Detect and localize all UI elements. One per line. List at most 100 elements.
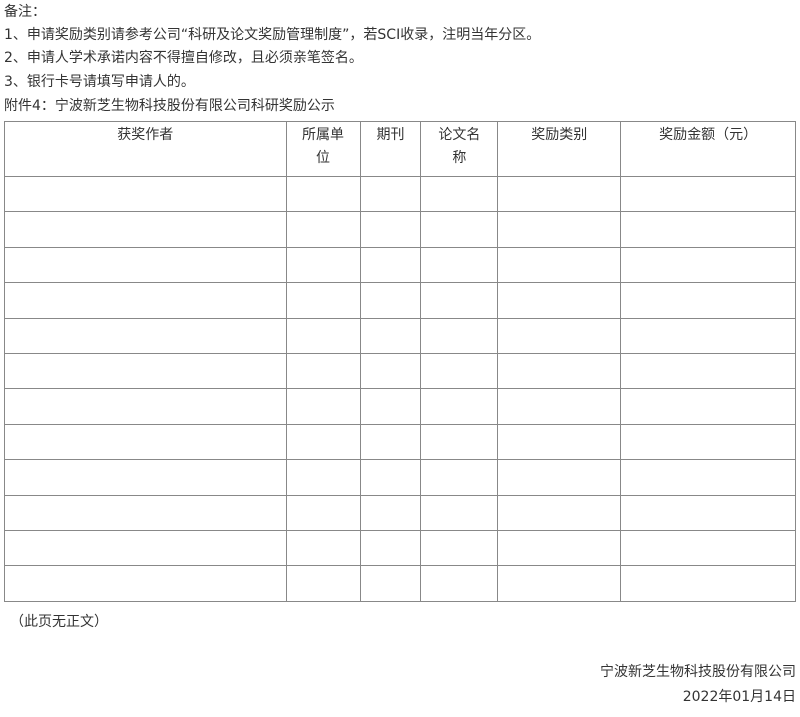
table-cell [420, 317, 499, 354]
table-cell [497, 352, 622, 390]
table-cell [620, 211, 796, 248]
table-row [4, 529, 796, 567]
table-cell [420, 388, 499, 425]
table-cell [620, 565, 796, 602]
table-row [4, 211, 796, 248]
no-text-note: （此页无正文） [10, 614, 108, 630]
table-cell [4, 352, 287, 390]
table-cell [620, 317, 796, 354]
attachment-title: 附件4：宁波新芝生物科技股份有限公司科研奖励公示 [4, 98, 335, 114]
table-cell [359, 352, 422, 390]
table-cell [285, 423, 361, 461]
table-cell [420, 565, 499, 602]
table-cell [420, 211, 499, 248]
note-item: 3、银行卡号请填写申请人的。 [4, 74, 195, 90]
table-cell [620, 282, 796, 319]
table-cell [497, 211, 622, 248]
table-cell [285, 317, 361, 354]
table-cell [4, 529, 287, 567]
table-row [4, 317, 796, 354]
table-cell [497, 388, 622, 425]
header-award-amount: 奖励金额（元） [620, 121, 796, 177]
table-row [4, 282, 796, 319]
table-cell [4, 565, 287, 602]
table-cell [359, 565, 422, 602]
table-row [4, 494, 796, 531]
table-cell [4, 282, 287, 319]
table-cell [285, 494, 361, 531]
header-journal: 期刊 [359, 121, 422, 177]
table-cell [620, 494, 796, 531]
table-cell [285, 529, 361, 567]
table-cell [497, 529, 622, 567]
table-cell [359, 175, 422, 213]
table-cell [497, 317, 622, 354]
signature-company: 宁波新芝生物科技股份有限公司 [600, 664, 796, 680]
table-cell [285, 388, 361, 425]
table-cell [497, 565, 622, 602]
table-cell [620, 459, 796, 496]
table-cell [420, 352, 499, 390]
table-cell [420, 459, 499, 496]
table-header-row: 获奖作者 所属单位 期刊 论文名称 奖励类别 奖励金额（元） [4, 121, 796, 177]
table-cell [4, 246, 287, 284]
table-cell [420, 494, 499, 531]
table-cell [420, 423, 499, 461]
table-row [4, 175, 796, 213]
table-cell [420, 175, 499, 213]
table-cell [497, 459, 622, 496]
notes-heading: 备注： [4, 4, 46, 20]
table-cell [285, 459, 361, 496]
table-cell [359, 317, 422, 354]
table-cell [4, 211, 287, 248]
table-cell [359, 529, 422, 567]
table-cell [285, 246, 361, 284]
table-cell [285, 282, 361, 319]
table-cell [620, 423, 796, 461]
table-cell [359, 246, 422, 284]
table-cell [620, 246, 796, 284]
table-cell [285, 352, 361, 390]
table-row [4, 565, 796, 602]
table-cell [359, 211, 422, 248]
table-cell [497, 246, 622, 284]
table-cell [285, 175, 361, 213]
header-author: 获奖作者 [4, 121, 287, 177]
note-item: 1、申请奖励类别请参考公司“科研及论文奖励管理制度”，若SCI收录，注明当年分区… [4, 27, 541, 43]
table-cell [620, 352, 796, 390]
table-cell [620, 388, 796, 425]
table-cell [497, 175, 622, 213]
table-row [4, 459, 796, 496]
table-cell [4, 388, 287, 425]
table-cell [420, 246, 499, 284]
table-cell [4, 175, 287, 213]
note-item: 2、申请人学术承诺内容不得擅自修改，且必须亲笔签名。 [4, 50, 363, 66]
header-paper-title: 论文名称 [420, 121, 499, 177]
table-cell [620, 529, 796, 567]
table-cell [497, 423, 622, 461]
award-table: 获奖作者 所属单位 期刊 论文名称 奖励类别 奖励金额（元） [4, 121, 796, 602]
table-cell [359, 388, 422, 425]
table-row [4, 423, 796, 461]
table-row [4, 352, 796, 390]
table-cell [285, 565, 361, 602]
table-cell [4, 423, 287, 461]
table-cell [285, 211, 361, 248]
table-cell [4, 459, 287, 496]
header-award-type: 奖励类别 [497, 121, 622, 177]
table-cell [359, 423, 422, 461]
table-cell [497, 494, 622, 531]
header-unit: 所属单位 [285, 121, 361, 177]
table-cell [359, 494, 422, 531]
table-cell [359, 282, 422, 319]
table-cell [4, 494, 287, 531]
table-row [4, 246, 796, 284]
table-cell [4, 317, 287, 354]
table-row [4, 388, 796, 425]
table-cell [420, 282, 499, 319]
table-cell [620, 175, 796, 213]
signature-date: 2022年01月14日 [682, 689, 796, 705]
table-cell [420, 529, 499, 567]
table-cell [497, 282, 622, 319]
table-cell [359, 459, 422, 496]
